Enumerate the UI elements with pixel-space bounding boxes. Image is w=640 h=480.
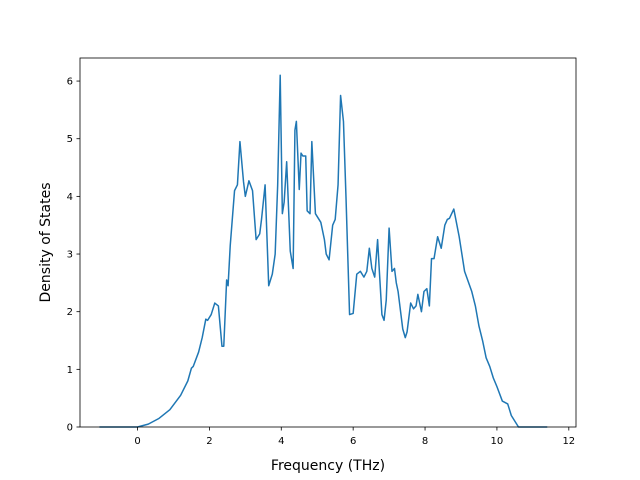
x-tick-label: 8	[422, 436, 428, 447]
y-tick-label: 4	[67, 192, 73, 203]
x-tick-label: 6	[350, 436, 356, 447]
y-tick-label: 5	[67, 134, 73, 145]
y-tick-label: 6	[67, 77, 73, 88]
x-tick-label: 10	[491, 436, 504, 447]
x-tick-label: 12	[562, 436, 575, 447]
plot-frame	[79, 57, 577, 428]
y-tick-label: 2	[67, 307, 73, 318]
x-tick-label: 0	[134, 436, 140, 447]
y-axis-label: Density of States	[38, 183, 54, 303]
y-tick-label: 3	[67, 250, 73, 261]
x-axis-label: Frequency (THz)	[271, 458, 385, 474]
x-tick-label: 4	[278, 436, 284, 447]
x-tick-label: 2	[206, 436, 212, 447]
y-tick-label: 1	[67, 365, 73, 376]
series-line-0	[99, 74, 548, 428]
plot-area	[99, 74, 548, 428]
y-tick-label: 0	[67, 423, 73, 434]
